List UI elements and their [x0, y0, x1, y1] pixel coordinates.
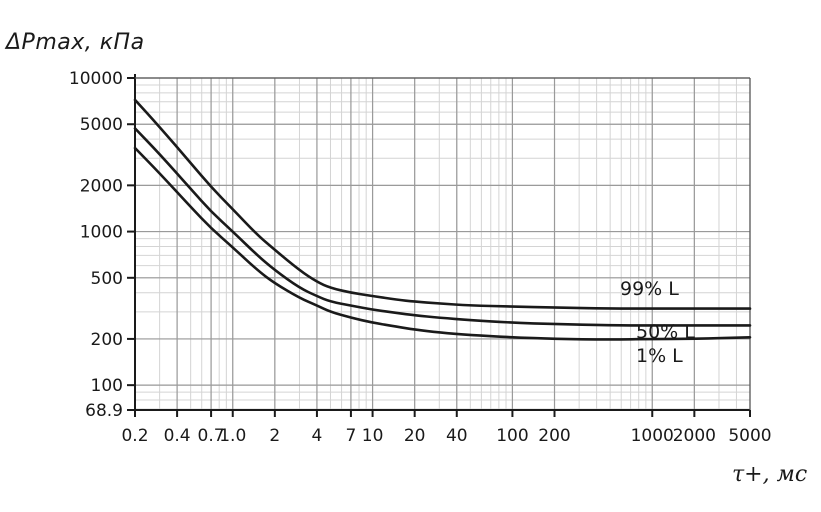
- y-axis-label: ΔPmax, кПа: [6, 30, 145, 55]
- x-tick-label: 5000: [728, 426, 771, 446]
- x-tick-label: 200: [538, 426, 570, 446]
- y-tick-label: 500: [91, 269, 123, 289]
- x-tick-label: 7: [346, 426, 357, 446]
- curve-label: 50% L: [636, 321, 695, 343]
- x-axis-label: τ+, мс: [732, 462, 808, 487]
- curve-labels: 99% L 50% L1% L: [620, 278, 695, 367]
- x-tick-label: 100: [496, 426, 528, 446]
- x-tick-label: 4: [312, 426, 323, 446]
- series-line: [133, 146, 752, 341]
- series-line: [133, 127, 752, 327]
- x-tick-label: 20: [404, 426, 426, 446]
- y-tick-label: 100: [91, 376, 123, 396]
- y-tick-label: 5000: [80, 115, 123, 135]
- series-line: [133, 98, 752, 310]
- x-tick-label: 0.2: [121, 426, 148, 446]
- x-tick-label: 1.0: [219, 426, 246, 446]
- y-tick-label: 10000: [69, 69, 123, 89]
- x-tick-label: 1000: [631, 426, 674, 446]
- y-tick-label: 68.9: [85, 401, 123, 421]
- x-tick-label: 10: [362, 426, 384, 446]
- x-tick-label: 0.7: [198, 426, 225, 446]
- curve-label: 99% L: [620, 278, 679, 300]
- series-lines: [133, 98, 752, 341]
- y-tick-label: 1000: [80, 223, 123, 243]
- x-tick-label: 2: [269, 426, 280, 446]
- x-tick-label: 2000: [673, 426, 716, 446]
- x-tick-label: 40: [446, 426, 468, 446]
- x-tick-label: 0.4: [164, 426, 191, 446]
- y-tick-label: 200: [91, 330, 123, 350]
- curve-label: 1% L: [636, 345, 683, 367]
- y-tick-label: 2000: [80, 176, 123, 196]
